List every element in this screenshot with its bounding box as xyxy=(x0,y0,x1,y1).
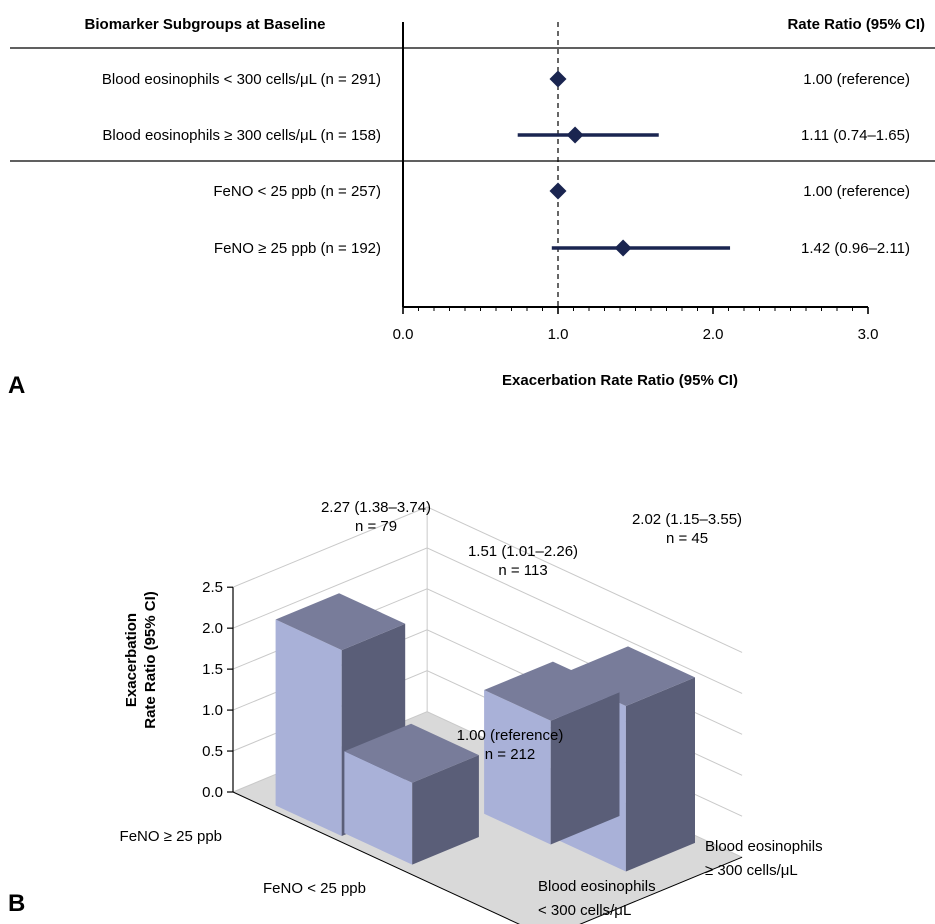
panel-label-b: B xyxy=(8,890,25,917)
forest-x-axis-label: Exacerbation Rate Ratio (95% CI) xyxy=(502,372,738,389)
bar-top-face xyxy=(275,593,406,651)
row-label: FeNO < 25 ppb (n = 257) xyxy=(213,183,381,200)
bar-front-face xyxy=(484,690,551,845)
y-tick-label: 2.5 xyxy=(202,579,223,596)
bar-n-label: n = 45 xyxy=(666,530,708,547)
row-label: Blood eosinophils < 300 cells/μL (n = 29… xyxy=(102,71,381,88)
bar-top-face xyxy=(484,661,620,721)
bar3d-bars: 2.27 (1.38–3.74) n = 79 2.02 (1.15–3.55) n … xyxy=(275,499,742,872)
row-estimate-text: 1.00 (reference) xyxy=(803,71,910,88)
x-category-eos-high-line1: Blood eosinophils xyxy=(705,838,823,855)
bar-value-label: 1.00 (reference) xyxy=(457,727,564,744)
depth-category-feno-low: FeNO < 25 ppb xyxy=(263,880,366,897)
bar-n-label: n = 212 xyxy=(485,746,535,763)
x-category-eos-low-line1: Blood eosinophils xyxy=(538,878,656,895)
bar3d-bar: 1.51 (1.01–2.26) n = 113 xyxy=(468,543,620,845)
forest-rows: Blood eosinophils < 300 cells/μL (n = 29… xyxy=(102,70,910,257)
bar-value-label: 2.27 (1.38–3.74) xyxy=(321,499,431,516)
forest-x-ticks: 0.0 1.0 2.0 3.0 xyxy=(393,307,879,343)
row-label: FeNO ≥ 25 ppb (n = 192) xyxy=(214,240,381,257)
x-tick-label: 0.0 xyxy=(393,326,414,343)
bar-front-face xyxy=(275,619,342,836)
row-estimate-text: 1.00 (reference) xyxy=(803,183,910,200)
forest-row: Blood eosinophils ≥ 300 cells/μL (n = 15… xyxy=(102,126,910,144)
row-estimate-text: 1.11 (0.74–1.65) xyxy=(801,127,910,144)
estimate-marker xyxy=(549,70,567,88)
bar-value-label: 2.02 (1.15–3.55) xyxy=(632,511,742,528)
bar3d-y-axis-label-line2: Rate Ratio (95% CI) xyxy=(142,591,159,729)
bar3d-y-axis-label-line1: Exacerbation xyxy=(123,613,140,707)
bar-n-label: n = 79 xyxy=(355,518,397,535)
bar3d-panel: 0.0 0.5 1.0 1.5 2.0 2.5 2.27 (1.38–3.74) n = 7… xyxy=(8,499,823,924)
bar-side-face xyxy=(412,755,479,865)
forest-row: FeNO < 25 ppb (n = 257) 1.00 (reference) xyxy=(213,182,910,200)
forest-header-left: Biomarker Subgroups at Baseline xyxy=(85,16,326,33)
y-tick-label: 0.0 xyxy=(202,784,223,801)
estimate-marker xyxy=(614,239,632,257)
forest-header-right: Rate Ratio (95% CI) xyxy=(787,16,925,33)
bar-n-label: n = 113 xyxy=(498,562,547,579)
x-tick-label: 3.0 xyxy=(858,326,879,343)
bar-value-label: 1.51 (1.01–2.26) xyxy=(468,543,578,560)
x-tick-label: 1.0 xyxy=(548,326,569,343)
estimate-marker xyxy=(549,182,567,200)
y-tick-label: 1.5 xyxy=(202,661,223,678)
bar3d-bar: 1.00 (reference) n = 212 xyxy=(344,723,564,865)
forest-plot-panel: Biomarker Subgroups at Baseline Rate Rat… xyxy=(8,16,935,399)
y-tick-label: 0.5 xyxy=(202,743,223,760)
bar-top-face xyxy=(344,723,479,783)
estimate-marker xyxy=(566,126,584,144)
bar-top-face xyxy=(558,646,695,706)
depth-category-feno-high: FeNO ≥ 25 ppb xyxy=(120,828,222,845)
bar-front-face xyxy=(344,751,413,865)
panel-label-a: A xyxy=(8,372,25,399)
bar-side-face xyxy=(625,677,695,872)
bar-side-face xyxy=(550,692,620,845)
floor-edge xyxy=(232,791,743,924)
forest-row: FeNO ≥ 25 ppb (n = 192) 1.42 (0.96–2.11) xyxy=(214,239,910,257)
x-category-eos-low-line2: < 300 cells/μL xyxy=(538,902,631,919)
x-tick-label: 2.0 xyxy=(703,326,724,343)
forest-row: Blood eosinophils < 300 cells/μL (n = 29… xyxy=(102,70,910,88)
y-tick-label: 1.0 xyxy=(202,702,223,719)
row-label: Blood eosinophils ≥ 300 cells/μL (n = 15… xyxy=(102,127,381,144)
row-estimate-text: 1.42 (0.96–2.11) xyxy=(801,240,910,257)
x-category-eos-high-line2: ≥ 300 cells/μL xyxy=(705,862,798,879)
y-tick-label: 2.0 xyxy=(202,620,223,637)
